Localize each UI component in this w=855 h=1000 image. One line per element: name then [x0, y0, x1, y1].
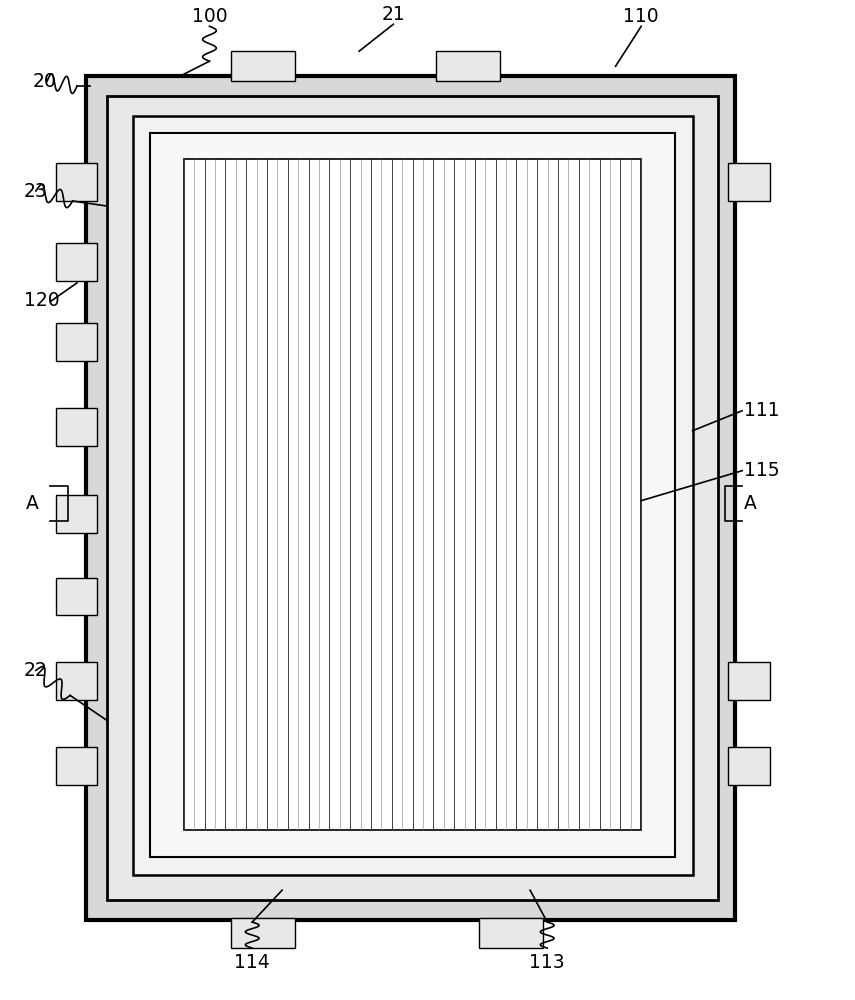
Text: 22: 22: [24, 661, 48, 680]
Text: 100: 100: [192, 7, 227, 26]
Bar: [107, 96, 718, 900]
Bar: [56, 662, 97, 700]
Bar: [56, 243, 97, 281]
Bar: [728, 662, 770, 700]
Bar: [728, 747, 770, 785]
Bar: [56, 163, 97, 201]
Bar: [56, 578, 97, 615]
Text: 120: 120: [24, 291, 60, 310]
Text: 110: 110: [623, 7, 659, 26]
Bar: [86, 76, 735, 920]
Bar: [231, 51, 295, 81]
Bar: [150, 133, 675, 857]
Text: A: A: [26, 494, 38, 513]
Bar: [728, 163, 770, 201]
Bar: [56, 495, 97, 533]
Bar: [436, 51, 500, 81]
Text: 113: 113: [529, 953, 565, 972]
Text: A: A: [744, 494, 757, 513]
Text: 114: 114: [234, 953, 270, 972]
Bar: [479, 918, 543, 948]
Bar: [231, 918, 295, 948]
Bar: [56, 408, 97, 446]
Bar: [133, 116, 693, 875]
Text: 111: 111: [744, 401, 780, 420]
Bar: [184, 159, 641, 830]
Text: 20: 20: [32, 72, 56, 91]
Text: 115: 115: [744, 461, 780, 480]
Bar: [56, 323, 97, 361]
Text: 23: 23: [24, 182, 48, 201]
Bar: [56, 747, 97, 785]
Text: 21: 21: [381, 5, 405, 24]
